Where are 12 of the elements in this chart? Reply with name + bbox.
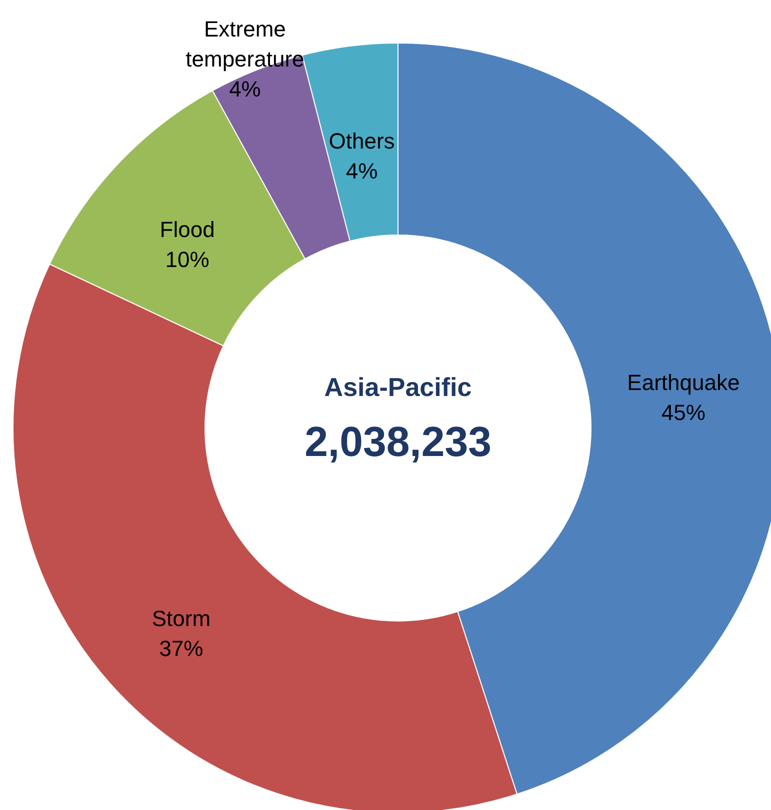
- text: 2,038,233: [304, 418, 492, 465]
- slice-label: Others: [328, 128, 395, 154]
- slice-label: Storm: [152, 606, 211, 632]
- slice-label: Earthquake: [627, 370, 740, 395]
- slice-label: Flood: [160, 217, 215, 242]
- data-label: 10%: [165, 247, 210, 272]
- data-label: 45%: [661, 400, 706, 425]
- text: Asia-Pacific: [324, 372, 472, 402]
- data-label: 37%: [159, 636, 204, 662]
- data-label: 4%: [229, 76, 261, 102]
- slice-label: Extreme temperature: [186, 16, 304, 72]
- data-label: 4%: [346, 158, 378, 184]
